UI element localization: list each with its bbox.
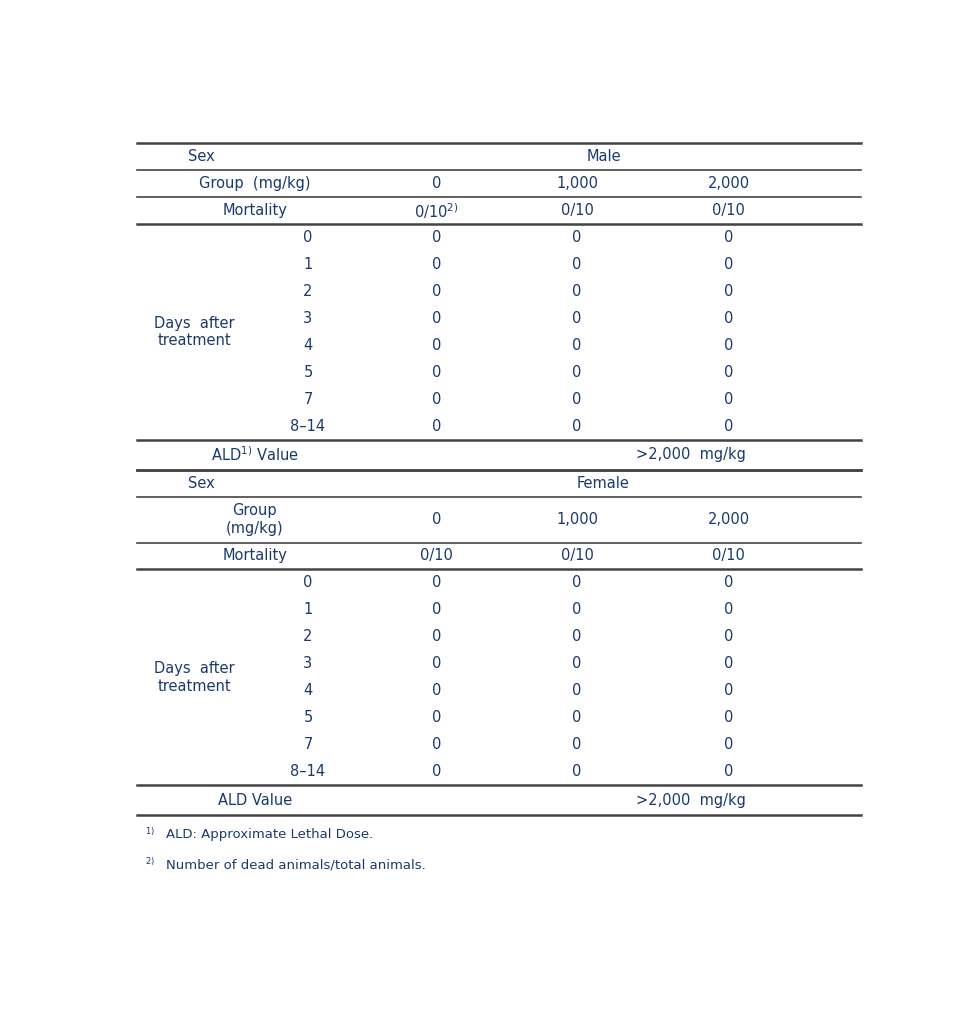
Text: >2,000  mg/kg: >2,000 mg/kg	[635, 792, 744, 808]
Text: 4: 4	[303, 683, 313, 698]
Text: 0: 0	[432, 338, 441, 353]
Text: 0: 0	[723, 258, 733, 272]
Text: 0: 0	[432, 258, 441, 272]
Text: 0: 0	[572, 231, 581, 245]
Text: 0/10: 0/10	[711, 549, 744, 563]
Text: 0: 0	[432, 683, 441, 698]
Text: 0: 0	[432, 392, 441, 407]
Text: 0: 0	[723, 311, 733, 327]
Text: 0: 0	[572, 284, 581, 300]
Text: 2: 2	[303, 629, 313, 645]
Text: 0: 0	[572, 311, 581, 327]
Text: 2,000: 2,000	[706, 176, 749, 192]
Text: 0: 0	[572, 711, 581, 725]
Text: 0: 0	[723, 419, 733, 434]
Text: 0/10: 0/10	[560, 203, 593, 218]
Text: 0: 0	[432, 764, 441, 780]
Text: 2,000: 2,000	[706, 512, 749, 527]
Text: 8–14: 8–14	[290, 764, 325, 780]
Text: 0: 0	[723, 231, 733, 245]
Text: 0: 0	[303, 231, 313, 245]
Text: ALD Value: ALD Value	[218, 792, 292, 808]
Text: 0: 0	[723, 764, 733, 780]
Text: 0: 0	[432, 603, 441, 617]
Text: >2,000  mg/kg: >2,000 mg/kg	[635, 447, 744, 462]
Text: 0: 0	[723, 737, 733, 752]
Text: 1,000: 1,000	[556, 512, 597, 527]
Text: 0: 0	[572, 656, 581, 672]
Text: Mortality: Mortality	[222, 203, 287, 218]
Text: 0: 0	[432, 311, 441, 327]
Text: Male: Male	[585, 149, 620, 165]
Text: 0: 0	[572, 629, 581, 645]
Text: Female: Female	[576, 476, 629, 490]
Text: 7: 7	[303, 737, 313, 752]
Text: 0: 0	[432, 512, 441, 527]
Text: 0: 0	[432, 629, 441, 645]
Text: 0: 0	[723, 711, 733, 725]
Text: $0/10^{2)}$: $0/10^{2)}$	[414, 201, 458, 220]
Text: 0: 0	[572, 419, 581, 434]
Text: $^{2)}$: $^{2)}$	[145, 858, 154, 871]
Text: Sex: Sex	[189, 149, 215, 165]
Text: 8–14: 8–14	[290, 419, 325, 434]
Text: 0: 0	[432, 656, 441, 672]
Text: 5: 5	[303, 365, 313, 380]
Text: 4: 4	[303, 338, 313, 353]
Text: $^{1)}$: $^{1)}$	[145, 828, 154, 842]
Text: 0: 0	[572, 683, 581, 698]
Text: 0: 0	[432, 365, 441, 380]
Text: Group
(mg/kg): Group (mg/kg)	[226, 504, 283, 536]
Text: 0: 0	[572, 258, 581, 272]
Text: 0: 0	[432, 231, 441, 245]
Text: 0: 0	[572, 392, 581, 407]
Text: Group  (mg/kg): Group (mg/kg)	[199, 176, 311, 192]
Text: 0/10: 0/10	[420, 549, 452, 563]
Text: Mortality: Mortality	[222, 549, 287, 563]
Text: 0: 0	[432, 419, 441, 434]
Text: 0: 0	[432, 176, 441, 192]
Text: Days  after
treatment: Days after treatment	[153, 316, 234, 348]
Text: 0: 0	[432, 284, 441, 300]
Text: 0: 0	[572, 737, 581, 752]
Text: 0: 0	[432, 711, 441, 725]
Text: Sex: Sex	[189, 476, 215, 490]
Text: 7: 7	[303, 392, 313, 407]
Text: 0: 0	[572, 603, 581, 617]
Text: Days  after
treatment: Days after treatment	[153, 661, 234, 693]
Text: 0/10: 0/10	[560, 549, 593, 563]
Text: 3: 3	[303, 656, 313, 672]
Text: 0: 0	[723, 683, 733, 698]
Text: 0: 0	[572, 338, 581, 353]
Text: 0: 0	[572, 764, 581, 780]
Text: 0: 0	[723, 656, 733, 672]
Text: ALD: Approximate Lethal Dose.: ALD: Approximate Lethal Dose.	[166, 828, 373, 842]
Text: 0: 0	[723, 576, 733, 590]
Text: 0: 0	[572, 365, 581, 380]
Text: 2: 2	[303, 284, 313, 300]
Text: 0: 0	[723, 392, 733, 407]
Text: 0: 0	[432, 576, 441, 590]
Text: 3: 3	[303, 311, 313, 327]
Text: 0: 0	[723, 603, 733, 617]
Text: 0/10: 0/10	[711, 203, 744, 218]
Text: 0: 0	[723, 629, 733, 645]
Text: 0: 0	[432, 737, 441, 752]
Text: $\mathregular{ALD^{1)}}$ Value: $\mathregular{ALD^{1)}}$ Value	[211, 446, 298, 465]
Text: Number of dead animals/total animals.: Number of dead animals/total animals.	[166, 858, 426, 871]
Text: 1: 1	[303, 603, 313, 617]
Text: 5: 5	[303, 711, 313, 725]
Text: 0: 0	[723, 365, 733, 380]
Text: 0: 0	[572, 576, 581, 590]
Text: 0: 0	[723, 284, 733, 300]
Text: 1,000: 1,000	[556, 176, 597, 192]
Text: 1: 1	[303, 258, 313, 272]
Text: 0: 0	[303, 576, 313, 590]
Text: 0: 0	[723, 338, 733, 353]
